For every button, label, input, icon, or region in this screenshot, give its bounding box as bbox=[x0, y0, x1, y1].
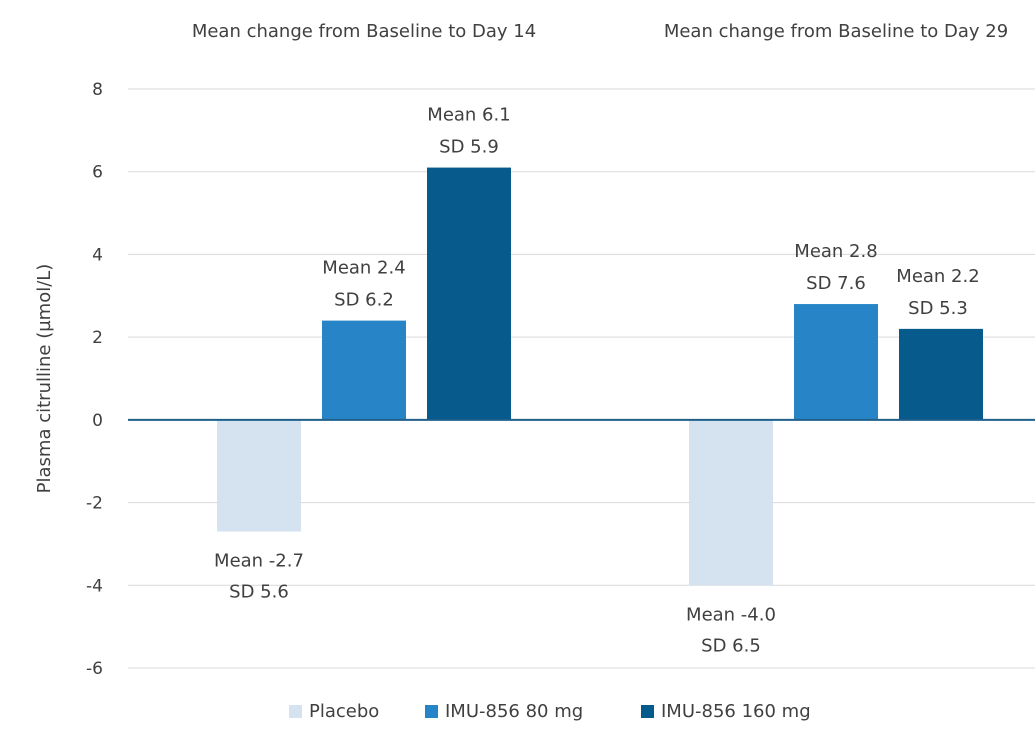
category-label: Mean change from Baseline to Day 14 bbox=[192, 21, 536, 42]
bar bbox=[427, 167, 511, 420]
bar bbox=[217, 419, 301, 532]
y-tick-label: -2 bbox=[86, 494, 103, 514]
data-label: SD 5.6 bbox=[229, 582, 289, 603]
data-label: SD 7.6 bbox=[806, 273, 866, 294]
data-label: Mean 2.2 bbox=[896, 266, 979, 287]
y-axis-label: Plasma citrulline (µmol/L) bbox=[34, 264, 55, 494]
y-tick-label: -6 bbox=[86, 659, 103, 679]
data-label: Mean 6.1 bbox=[427, 105, 510, 126]
data-label: Mean 2.4 bbox=[322, 258, 405, 279]
legend-label: IMU-856 80 mg bbox=[445, 701, 583, 722]
y-tick-label: 6 bbox=[92, 163, 103, 183]
y-tick-label: 2 bbox=[92, 328, 103, 348]
data-label: SD 5.9 bbox=[439, 137, 499, 158]
data-label: SD 6.2 bbox=[334, 290, 394, 311]
bar bbox=[899, 328, 983, 420]
y-tick-label: -4 bbox=[86, 576, 103, 596]
y-tick-label: 4 bbox=[92, 245, 103, 265]
y-tick-label: 8 bbox=[92, 80, 103, 100]
data-label: Mean 2.8 bbox=[794, 241, 877, 262]
data-label: Mean -2.7 bbox=[214, 551, 304, 572]
bar bbox=[689, 419, 773, 586]
y-tick-label: 0 bbox=[92, 411, 103, 431]
legend-label: IMU-856 160 mg bbox=[661, 701, 811, 722]
bar bbox=[794, 304, 878, 420]
legend-swatch bbox=[641, 705, 654, 718]
legend-swatch bbox=[289, 705, 302, 718]
legend-label: Placebo bbox=[309, 701, 379, 722]
category-label: Mean change from Baseline to Day 29 bbox=[664, 21, 1008, 42]
data-label: Mean -4.0 bbox=[686, 604, 776, 625]
legend-swatch bbox=[425, 705, 438, 718]
data-label: SD 6.5 bbox=[701, 635, 761, 656]
bar bbox=[322, 320, 406, 420]
data-label: SD 5.3 bbox=[908, 298, 968, 319]
